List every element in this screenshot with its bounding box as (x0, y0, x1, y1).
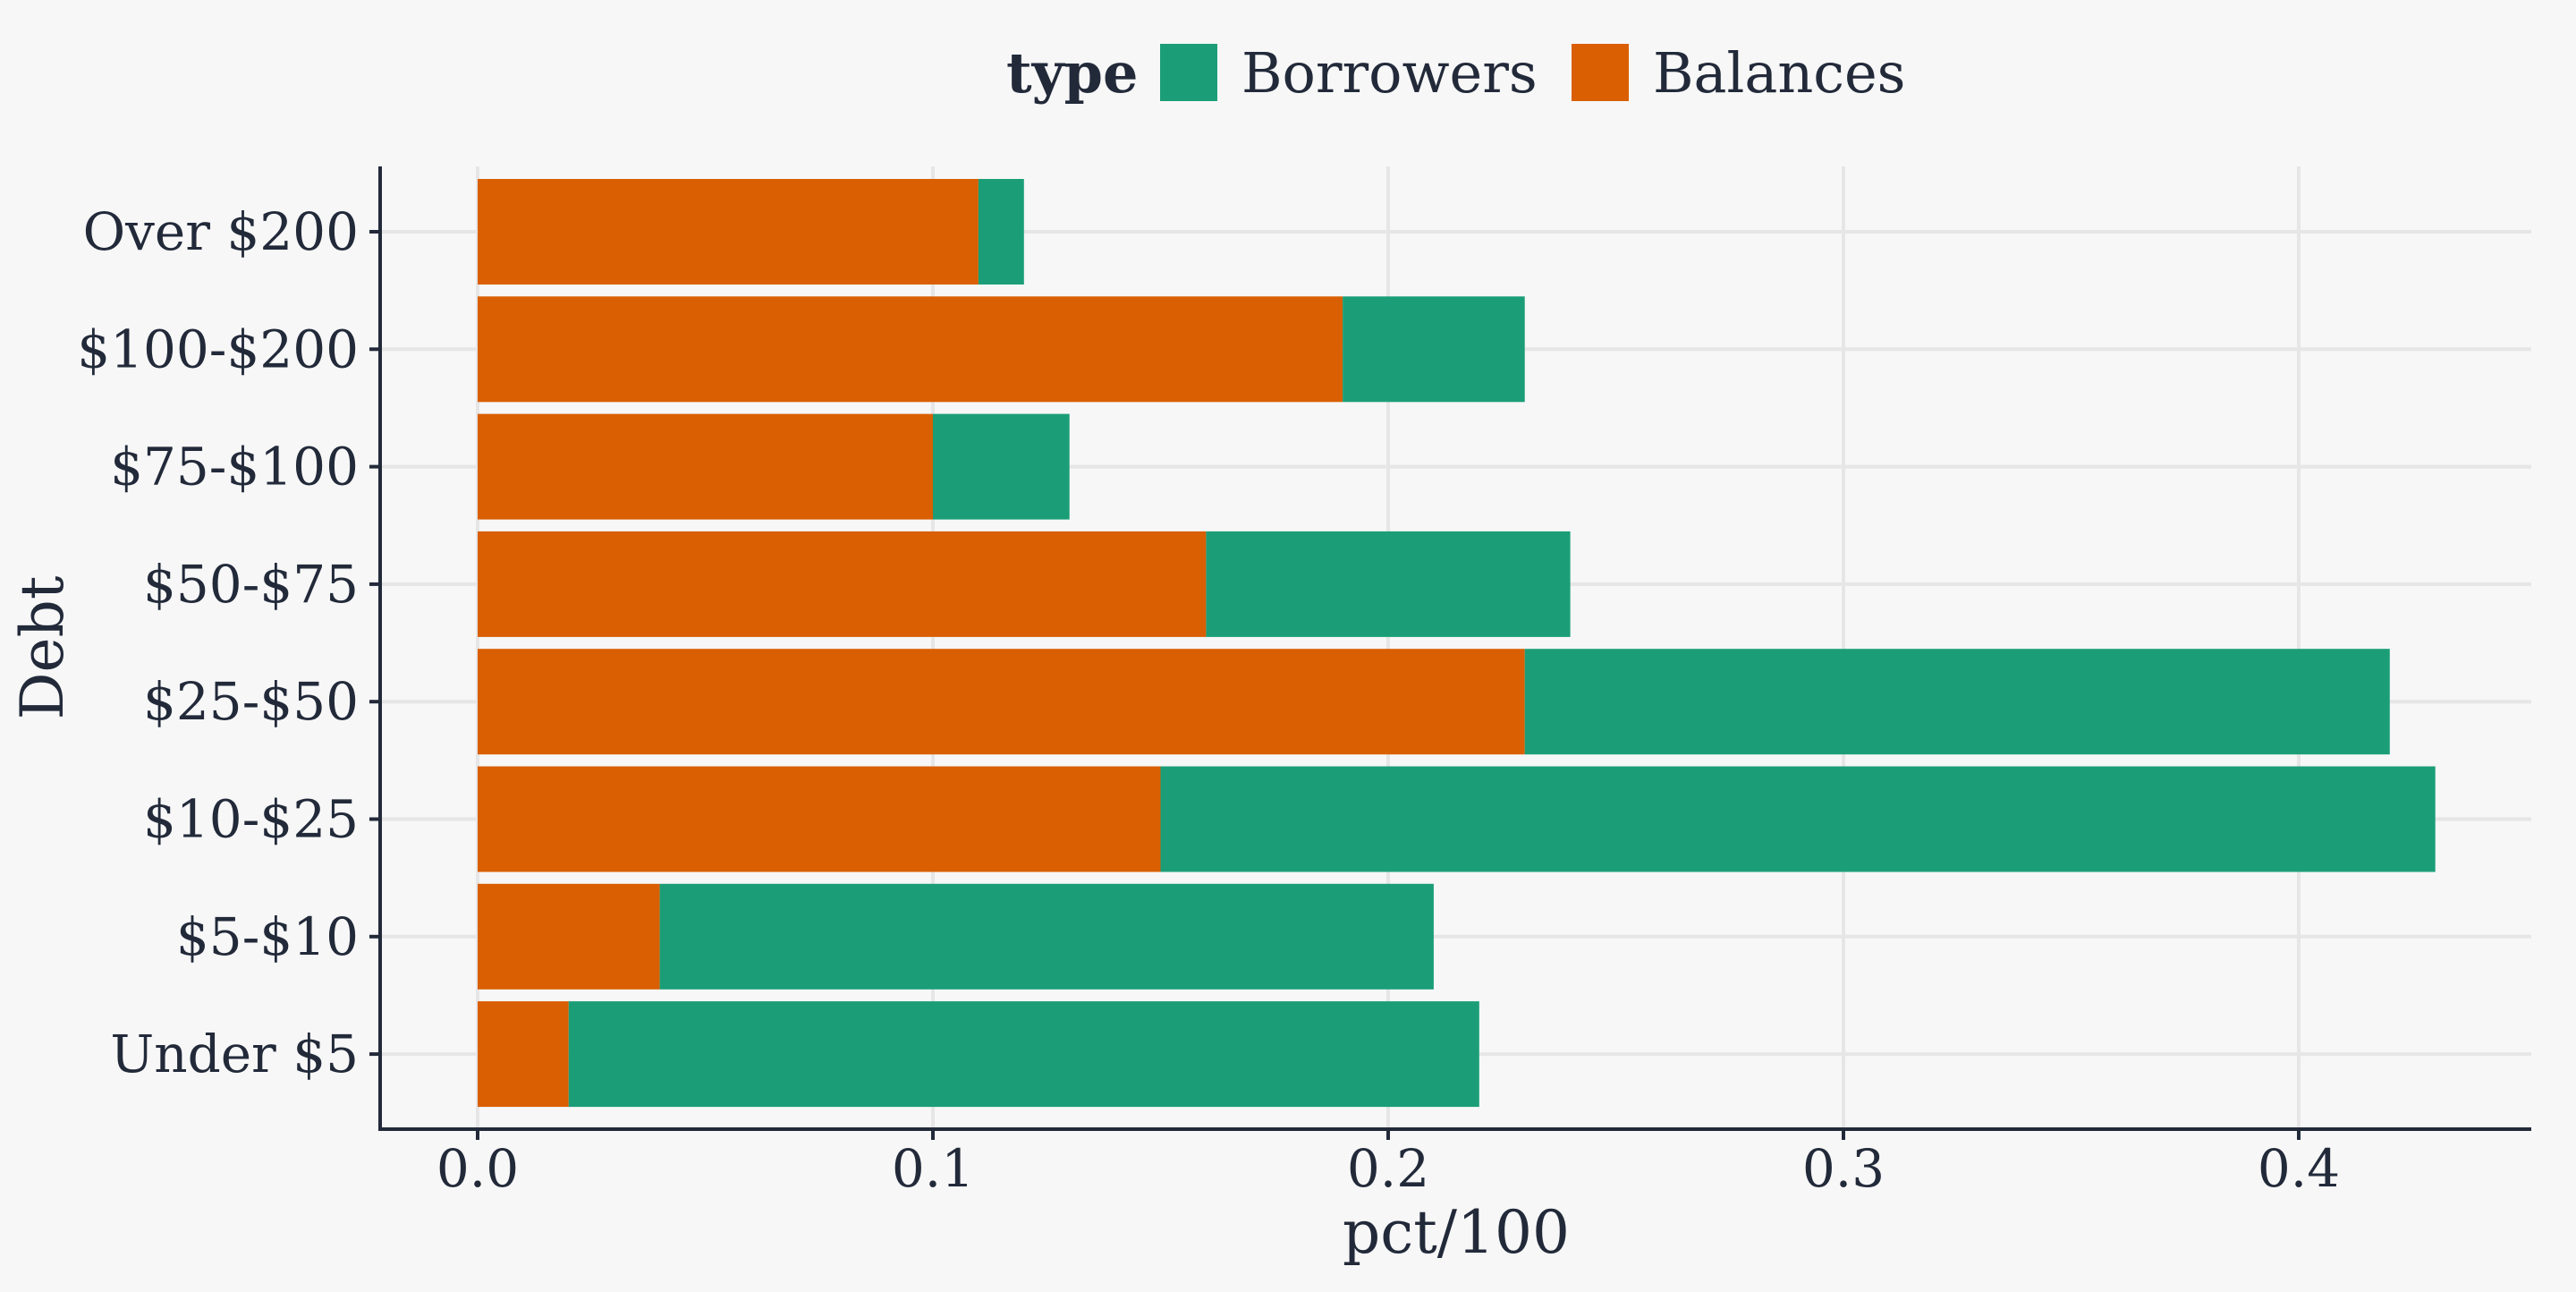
legend-label-balances: Balances (1653, 40, 1905, 106)
y-tick-label: Under $5 (110, 1024, 359, 1084)
x-tick-label: 0.2 (1347, 1138, 1429, 1199)
bar-balances (478, 413, 933, 520)
bar-balances (478, 766, 1161, 872)
bar-borrowers (568, 1001, 1479, 1108)
y-tick-label: $50-$75 (143, 554, 359, 615)
bar-borrowers (1524, 649, 2390, 755)
bar-borrowers (659, 883, 1434, 990)
legend-swatch-balances (1572, 44, 1629, 101)
y-tick-label: $5-$10 (176, 906, 359, 967)
x-tick-label: 0.3 (1802, 1138, 1885, 1199)
x-tick-label: 0.1 (892, 1138, 974, 1199)
y-ticks: Under $5 $5-$10 $10-$25 $25-$50 $50-$75 $75-$… (77, 201, 380, 1084)
bar-borrowers (978, 179, 1024, 285)
y-tick-label: $100-$200 (77, 319, 359, 379)
bar-borrowers (933, 413, 1070, 520)
y-tick-label: Over $200 (83, 201, 359, 262)
bar-balances (478, 883, 660, 990)
legend-label-borrowers: Borrowers (1241, 40, 1538, 106)
y-tick-label: $25-$50 (143, 671, 359, 732)
legend-title: type (1006, 40, 1138, 106)
bar-balances (478, 649, 1525, 755)
legend: type Borrowers Balances (1006, 40, 1905, 106)
bar-borrowers (1206, 531, 1571, 637)
bar-borrowers (1343, 296, 1525, 403)
bars (478, 179, 2436, 1108)
y-axis-title: Debt (8, 576, 77, 720)
x-ticks: 0.0 0.1 0.2 0.3 0.4 (436, 1129, 2340, 1199)
y-tick-label: $10-$25 (143, 789, 359, 850)
bar-borrowers (1160, 766, 2436, 872)
y-tick-label: $75-$100 (110, 437, 359, 497)
x-tick-label: 0.4 (2258, 1138, 2340, 1199)
bar-balances (478, 179, 979, 285)
x-axis-title: pct/100 (1343, 1198, 1570, 1267)
legend-swatch-borrowers (1160, 44, 1217, 101)
bar-balances (478, 1001, 569, 1108)
bar-balances (478, 531, 1207, 637)
axes (378, 166, 2531, 1131)
x-tick-label: 0.0 (436, 1138, 519, 1199)
bar-balances (478, 296, 1343, 403)
